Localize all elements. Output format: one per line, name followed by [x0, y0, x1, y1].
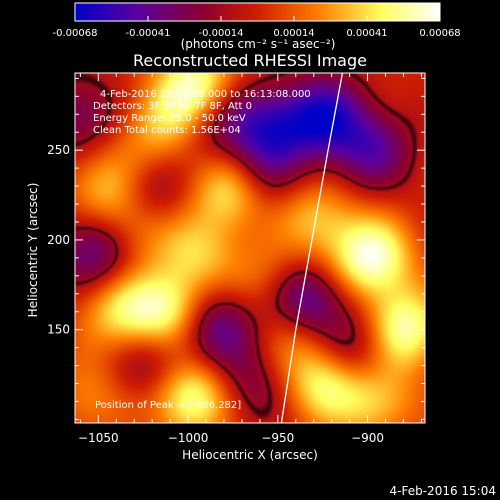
annotation-detectors: Detectors: 3F 5F 6F 7F 8F, Att 0	[93, 101, 252, 112]
y-tick-label: 200	[47, 233, 70, 247]
y-axis-label: Heliocentric Y (arcsec)	[26, 183, 40, 318]
y-axis: 150 200 250	[47, 77, 425, 420]
colorbar-tick-label: 0.00041	[346, 28, 387, 39]
footer-timestamp: 4-Feb-2016 15:04	[390, 484, 496, 498]
colorbar-tick-label: -0.00014	[199, 28, 244, 39]
annotation-peak: Position of Peak = [-986,282]	[95, 400, 241, 411]
colorbar-tick-label: -0.00041	[126, 28, 171, 39]
heatmap-image	[75, 73, 425, 423]
annotation-energy: Energy Range: 25.0 - 50.0 keV	[93, 113, 246, 124]
colorbar-unit-label: (photons cm⁻² s⁻¹ asec⁻²)	[181, 37, 336, 51]
y-tick-label: 150	[47, 323, 70, 337]
colorbar-tick-label: -0.00068	[53, 28, 98, 39]
annotation-time: 4-Feb-2016 16:13:08.000 to 16:13:08.000	[100, 89, 311, 100]
x-axis: −1050 −1000 −950 −900	[78, 73, 422, 445]
x-tick-label: −950	[261, 431, 294, 445]
chart-title: Reconstructed RHESSI Image	[133, 51, 367, 70]
x-tick-label: −900	[351, 431, 384, 445]
annotation-clean: Clean Total counts: 1.56E+04	[93, 125, 241, 136]
solar-limb-arc	[280, 73, 344, 423]
colorbar	[74, 2, 441, 22]
colorbar-tick-label: 0.00014	[273, 28, 314, 39]
x-axis-label: Heliocentric X (arcsec)	[182, 448, 318, 462]
x-tick-label: −1000	[168, 431, 209, 445]
y-tick-label: 250	[47, 143, 70, 157]
colorbar-tick-label: 0.00068	[419, 28, 460, 39]
plot-frame	[74, 72, 426, 424]
colorbar-ticks: -0.00068 -0.00041 -0.00014 0.00014 0.00041 0.…	[53, 16, 461, 39]
x-tick-label: −1050	[78, 431, 119, 445]
